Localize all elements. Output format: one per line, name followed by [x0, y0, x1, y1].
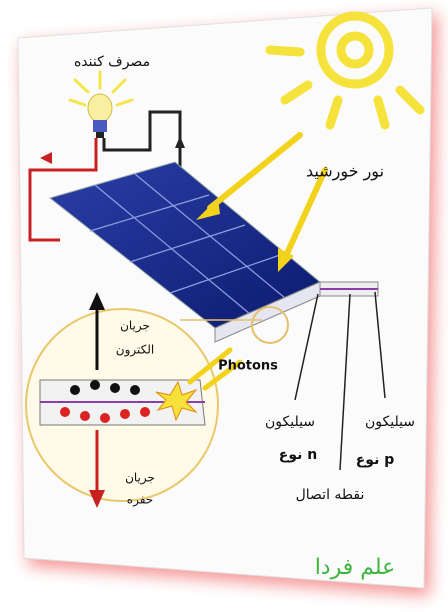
- label: سیلیکون: [365, 414, 415, 430]
- label: حفره: [127, 493, 153, 508]
- label: جریان: [120, 319, 150, 334]
- label: نور خورشید: [306, 162, 384, 182]
- label: نوع n: [279, 447, 317, 463]
- label: نقطه اتصال: [296, 487, 365, 503]
- label: مصرف کننده: [74, 54, 150, 70]
- page: مصرف کننده نور خورشید جریان الکترون Phot…: [0, 0, 448, 612]
- label: Photons: [218, 359, 278, 374]
- label: سیلیکون: [265, 414, 315, 430]
- label: الکترون: [116, 343, 154, 358]
- label: نوع p: [356, 452, 395, 468]
- label: جریان: [125, 471, 155, 486]
- diagram: مصرف کننده نور خورشید جریان الکترون Phot…: [0, 0, 448, 612]
- watermark: علم فردا: [315, 555, 396, 580]
